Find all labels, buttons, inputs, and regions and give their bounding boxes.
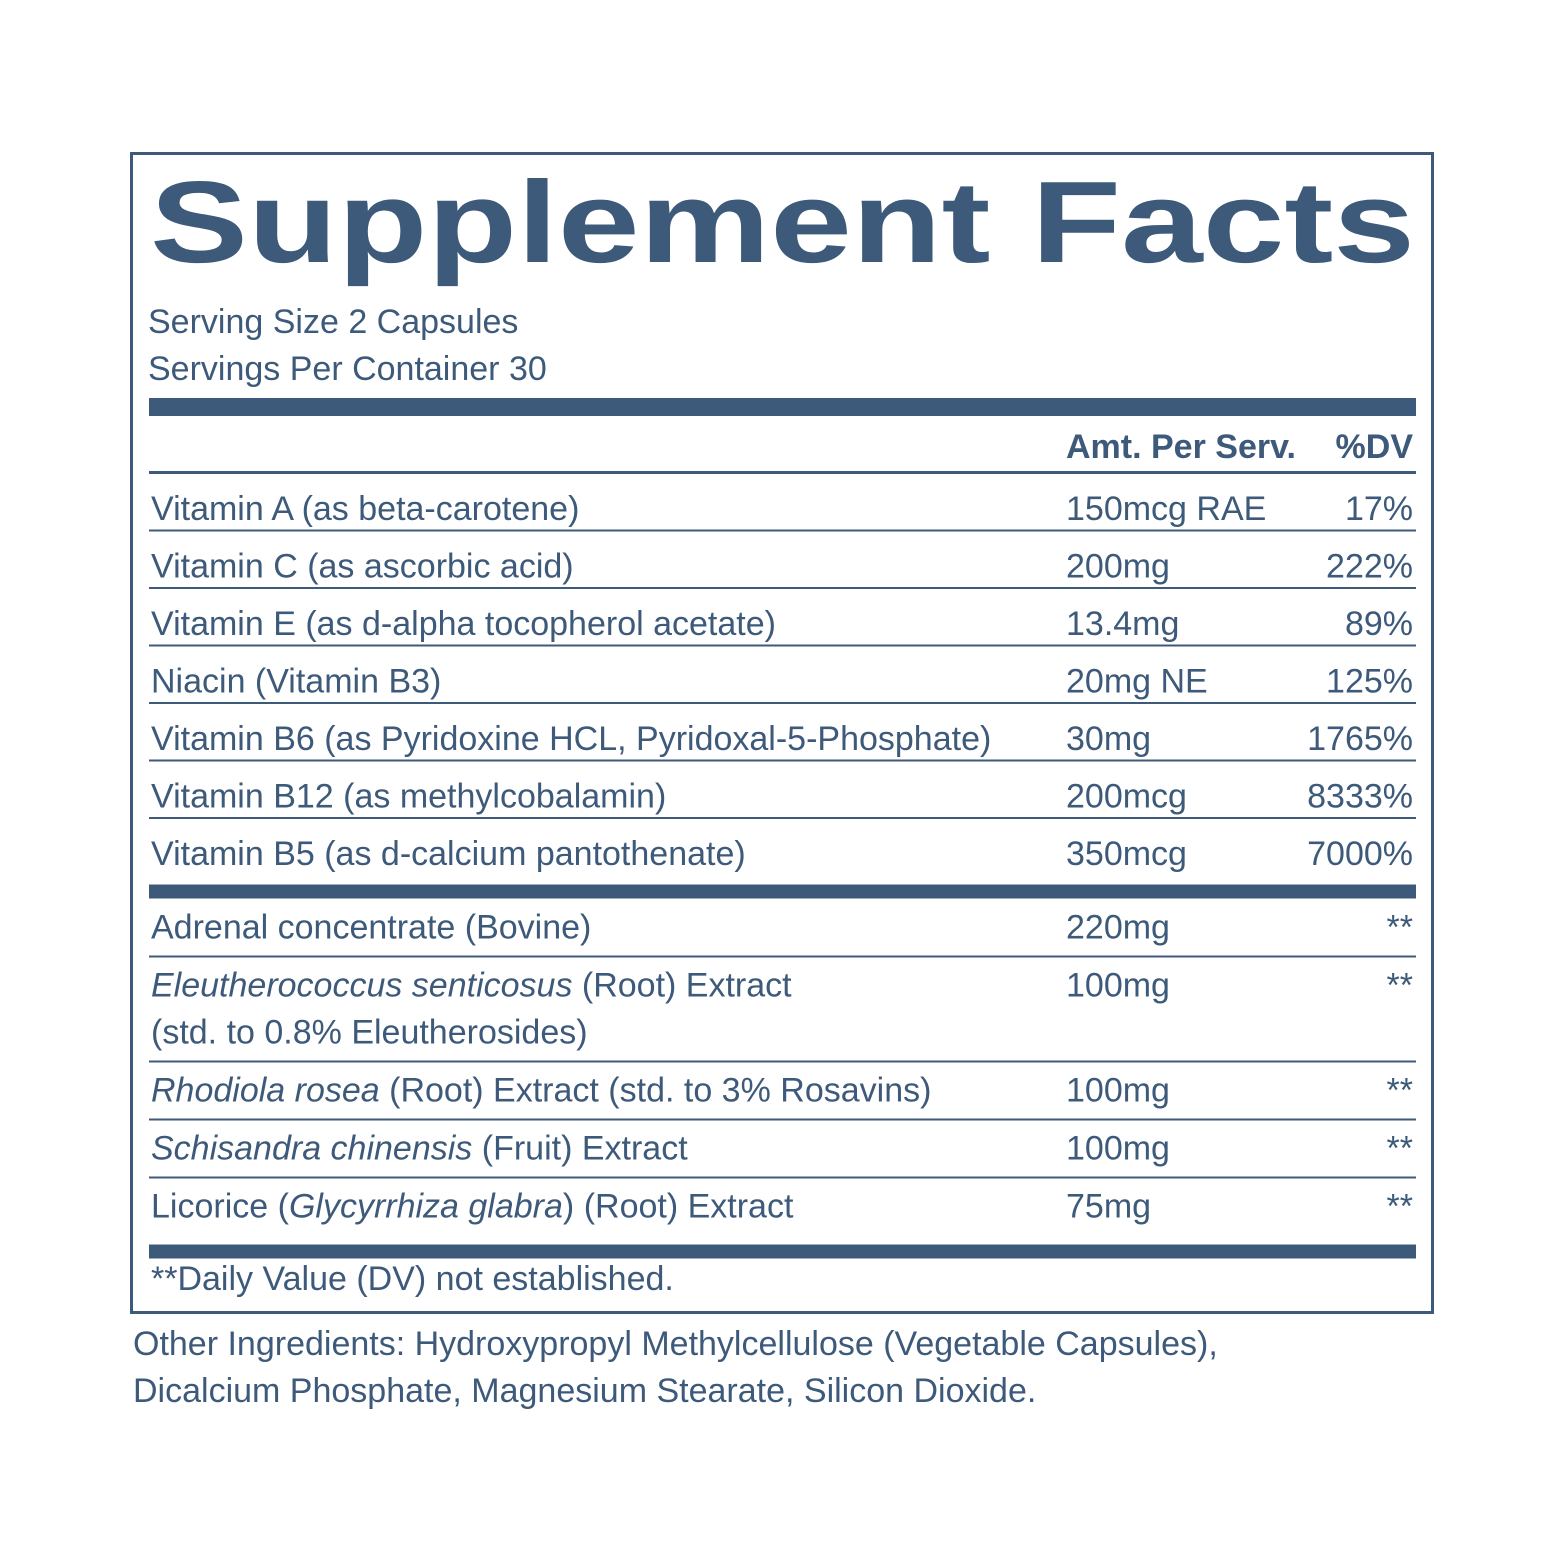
amount: 220mg: [1066, 909, 1170, 947]
rule: [149, 817, 1416, 819]
name-part: (Root) Extract (std. to 3% Rosavins): [380, 1072, 932, 1110]
name-part: Vitamin B12 (as methylcobalamin): [151, 778, 666, 816]
footnote: **Daily Value (DV) not established.: [151, 1260, 674, 1298]
thick-rule: [149, 1244, 1416, 1259]
rule: [149, 1118, 1416, 1121]
rule: [149, 759, 1416, 762]
ingredient-name: Adrenal concentrate (Bovine): [151, 909, 591, 947]
name-part: ) (Root) Extract: [563, 1188, 794, 1226]
amount-header: Amt. Per Serv.: [1066, 428, 1296, 466]
name-part: Niacin (Vitamin B3): [151, 663, 441, 701]
rule: [149, 471, 1416, 474]
ingredient-name: Vitamin B5 (as d-calcium pantothenate): [151, 835, 746, 873]
name-part: Vitamin A (as beta-carotene): [151, 490, 579, 528]
name-part: (std. to 0.8% Eleutherosides): [151, 1014, 588, 1052]
ingredient-name: Eleutherococcus senticosus (Root) Extrac…: [151, 967, 792, 1005]
serving-size: Serving Size 2 Capsules: [148, 303, 518, 341]
name-part: Vitamin B5 (as d-calcium pantothenate): [151, 835, 746, 873]
ingredient-name: Licorice (Glycyrrhiza glabra) (Root) Ext…: [151, 1188, 794, 1226]
name-part: (Fruit) Extract: [472, 1130, 688, 1168]
amount: 150mcg RAE: [1066, 490, 1266, 528]
daily-value: 17%: [1345, 490, 1413, 528]
amount: 13.4mg: [1066, 605, 1179, 643]
amount: 100mg: [1066, 967, 1170, 1005]
rule: [149, 529, 1416, 532]
name-part: Glycyrrhiza glabra: [289, 1188, 563, 1226]
amount: 350mcg: [1066, 835, 1187, 873]
daily-value: **: [1387, 967, 1413, 1005]
ingredient-name: Vitamin A (as beta-carotene): [151, 490, 579, 528]
thick-rule: [149, 398, 1416, 416]
amount: 200mcg: [1066, 778, 1187, 816]
rule: [149, 702, 1416, 704]
title: Supplement Facts: [150, 157, 1415, 287]
name-part: Vitamin C (as ascorbic acid): [151, 548, 574, 586]
amount: 30mg: [1066, 720, 1151, 758]
name-part: Vitamin B6 (as Pyridoxine HCL, Pyridoxal…: [151, 720, 991, 758]
name-part: Schisandra chinensis: [151, 1130, 472, 1168]
daily-value: 1765%: [1307, 720, 1413, 758]
ingredient-name: Niacin (Vitamin B3): [151, 663, 441, 701]
rule: [149, 1060, 1416, 1063]
ingredient-name: Rhodiola rosea (Root) Extract (std. to 3…: [151, 1072, 931, 1110]
daily-value: 125%: [1326, 663, 1413, 701]
name-part: Vitamin E (as d-alpha tocopherol acetate…: [151, 605, 776, 643]
other-ingredients: Other Ingredients: Hydroxypropyl Methylc…: [133, 1325, 1218, 1363]
facts-box: [130, 152, 1434, 1314]
ingredient-name: Schisandra chinensis (Fruit) Extract: [151, 1130, 688, 1168]
rule: [149, 1176, 1416, 1179]
name-part: (Root) Extract: [572, 967, 792, 1005]
amount: 100mg: [1066, 1130, 1170, 1168]
ingredient-name: Vitamin E (as d-alpha tocopherol acetate…: [151, 605, 776, 643]
name-part: Rhodiola rosea: [151, 1072, 380, 1110]
daily-value: **: [1387, 1188, 1413, 1226]
ingredient-name: Vitamin B6 (as Pyridoxine HCL, Pyridoxal…: [151, 720, 991, 758]
daily-value: 222%: [1326, 548, 1413, 586]
amount: 75mg: [1066, 1188, 1151, 1226]
daily-value: 7000%: [1307, 835, 1413, 873]
name-part: Licorice (: [151, 1188, 290, 1226]
amount: 100mg: [1066, 1072, 1170, 1110]
other-ingredients: Dicalcium Phosphate, Magnesium Stearate,…: [133, 1372, 1036, 1410]
daily-value: **: [1387, 909, 1413, 947]
rule: [149, 644, 1416, 647]
name-part: Adrenal concentrate (Bovine): [151, 909, 591, 947]
daily-value: 89%: [1345, 605, 1413, 643]
servings-per-container: Servings Per Container 30: [148, 350, 547, 388]
rule: [149, 587, 1416, 589]
daily-value: **: [1387, 1072, 1413, 1110]
rule: [149, 955, 1416, 958]
thick-rule: [149, 884, 1416, 899]
ingredient-name: Vitamin C (as ascorbic acid): [151, 548, 574, 586]
amount: 20mg NE: [1066, 663, 1208, 701]
daily-value: 8333%: [1307, 778, 1413, 816]
name-part: Eleutherococcus senticosus: [151, 967, 572, 1005]
daily-value: **: [1387, 1130, 1413, 1168]
dv-header: %DV: [1336, 428, 1414, 466]
ingredient-name: Vitamin B12 (as methylcobalamin): [151, 778, 666, 816]
amount: 200mg: [1066, 548, 1170, 586]
ingredient-name: (std. to 0.8% Eleutherosides): [151, 1014, 588, 1052]
